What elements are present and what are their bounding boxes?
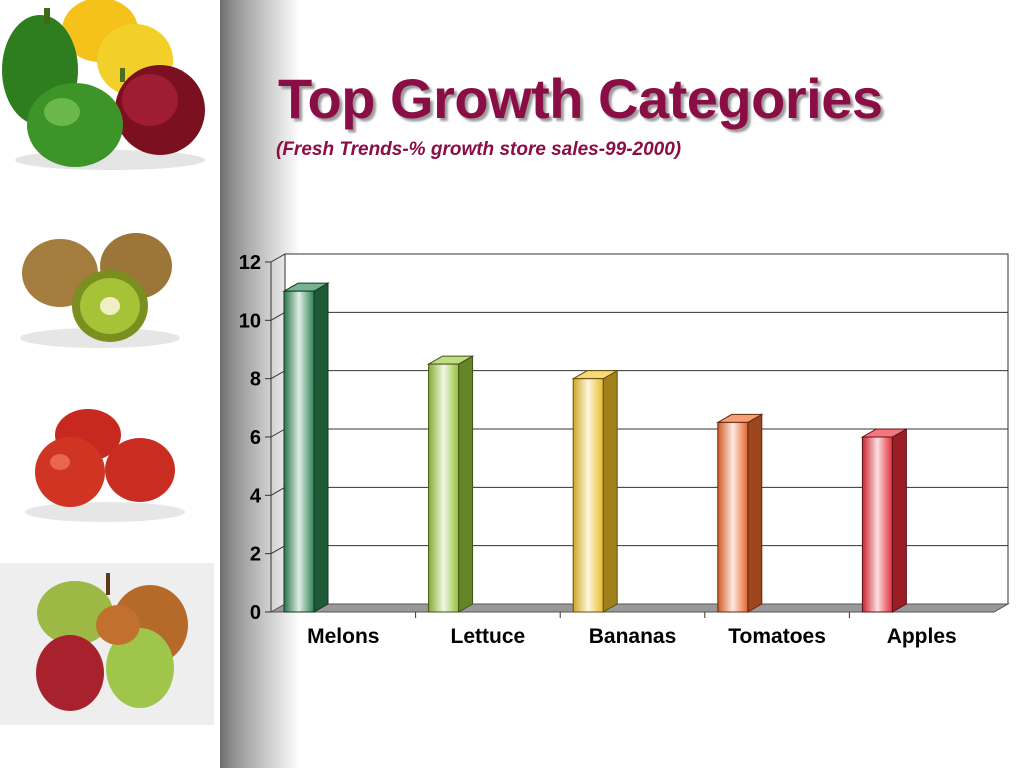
page-subtitle: (Fresh Trends-% growth store sales-99-20… [276,139,682,160]
y-tick-label: 8 [250,369,261,391]
y-tick-label: 0 [250,602,261,624]
gridline-side [270,311,286,321]
kiwi-image [0,218,214,358]
bar-side [313,282,329,613]
sidebar [0,0,220,768]
gridline-side [270,486,286,496]
x-tick-label: Apples [887,625,957,648]
gridline-side [270,253,286,263]
bar [428,363,460,613]
x-tick-label: Melons [307,625,379,648]
x-tick-label: Tomatoes [728,625,826,648]
tomatoes-image [0,400,214,530]
bar [717,421,749,613]
gridline-side [270,545,286,555]
bar [572,378,604,613]
bar [861,436,893,613]
bar [283,290,315,613]
bar-side [602,369,618,613]
x-tick-label: Bananas [589,625,677,648]
peppers-image [0,0,214,172]
gridline-side [270,370,286,380]
y-tick-label: 4 [250,485,262,507]
y-tick-label: 12 [239,252,261,274]
pears-image [0,563,214,725]
bar-side [747,413,763,613]
gridline-side [270,428,286,438]
page-title: Top Growth Categories [278,67,883,130]
bar-side [458,355,474,613]
y-tick-label: 10 [239,310,261,332]
x-tick-label: Lettuce [451,625,526,648]
bar-side [891,428,907,613]
y-tick-label: 2 [250,544,261,566]
y-tick-label: 6 [250,427,261,449]
